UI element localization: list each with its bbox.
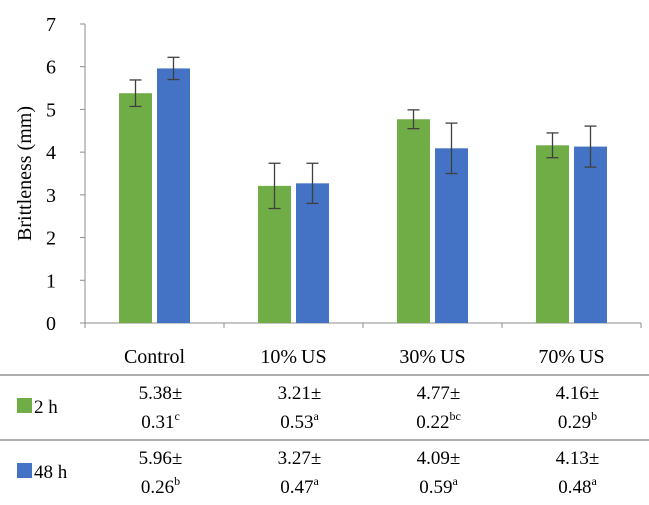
table-sd: 0.53a [280, 409, 319, 433]
category-label: Control [124, 346, 186, 368]
significance-letter: a [313, 409, 319, 423]
y-tick-label: 3 [46, 185, 56, 207]
table-value: 4.16± [556, 383, 600, 404]
table-value: 4.09± [417, 448, 461, 469]
bar-2h-3 [536, 145, 569, 323]
table-sd: 0.47a [280, 474, 319, 498]
error-bar [167, 56, 180, 81]
y-tick-label: 2 [46, 228, 56, 250]
table-value: 3.27± [278, 448, 322, 469]
legend-swatch-48h [17, 463, 32, 478]
significance-letter: a [313, 474, 319, 488]
bar-2h-0 [119, 93, 152, 323]
y-axis-label: Brittleness (mm) [14, 106, 36, 241]
error-bar [129, 79, 142, 108]
y-tick-label: 1 [46, 270, 56, 292]
bar-48h-1 [296, 183, 329, 323]
significance-letter: bc [449, 409, 460, 423]
error-bar [268, 162, 281, 210]
category-label: 10% US [260, 346, 326, 368]
table-sd: 0.59a [419, 474, 458, 498]
table-sd: 0.31c [141, 409, 180, 433]
significance-letter: c [174, 409, 179, 423]
error-bar [445, 122, 458, 175]
table-value: 5.38± [139, 383, 183, 404]
table-value: 5.96± [139, 448, 183, 469]
legend-label: 48 h [34, 462, 68, 483]
y-tick-label: 4 [46, 142, 56, 164]
y-tick-label: 6 [46, 57, 56, 79]
category-label: 70% US [538, 346, 604, 368]
bar-2h-2 [397, 119, 430, 323]
category-label: 30% US [399, 346, 465, 368]
table-value: 4.13± [556, 448, 600, 469]
significance-letter: b [174, 474, 180, 488]
table-sd: 0.48a [558, 474, 597, 498]
significance-letter: a [591, 474, 597, 488]
legend-label: 2 h [34, 397, 58, 418]
error-bar [584, 125, 597, 168]
table-sd: 0.29b [558, 409, 597, 433]
error-bar [546, 132, 559, 159]
table-sd: 0.26b [141, 474, 180, 498]
error-bar [306, 162, 319, 205]
table-sd: 0.22bc [416, 409, 461, 433]
bar-48h-2 [435, 148, 468, 323]
legend-swatch-2h [17, 398, 32, 413]
y-tick-label: 0 [46, 313, 56, 335]
y-tick-label: 7 [46, 14, 56, 36]
error-bar [407, 109, 420, 130]
table-value: 4.77± [417, 383, 461, 404]
significance-letter: b [591, 409, 597, 423]
table-value: 3.21± [278, 383, 322, 404]
bar-48h-0 [157, 68, 190, 324]
significance-letter: a [452, 474, 458, 488]
y-tick-label: 5 [46, 99, 56, 121]
bar-48h-3 [574, 146, 607, 323]
